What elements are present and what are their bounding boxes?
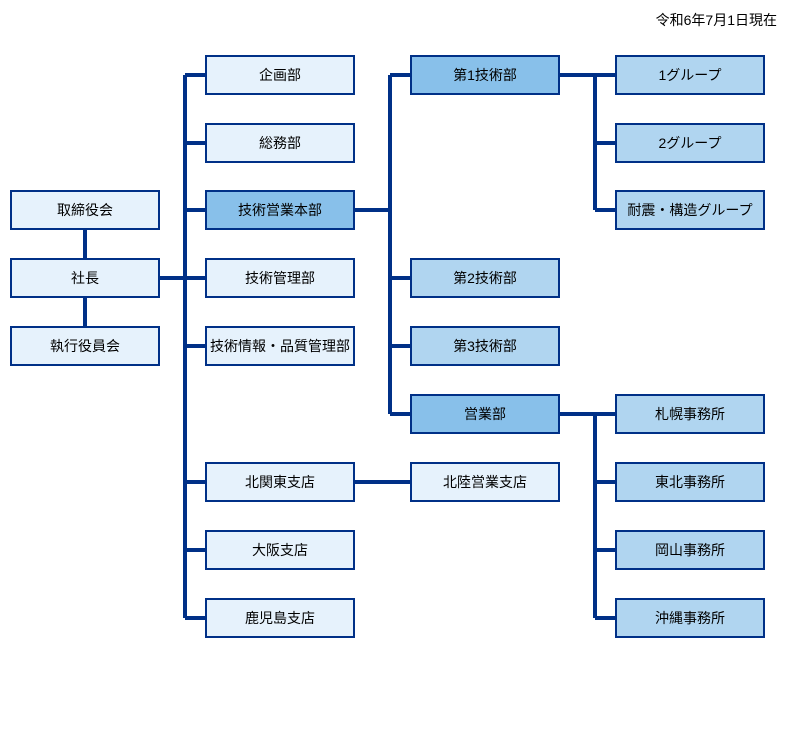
org-node-board: 取締役会: [10, 190, 160, 230]
org-node-exec: 執行役員会: [10, 326, 160, 366]
org-node-kagoshima: 鹿児島支店: [205, 598, 355, 638]
org-node-okinawa: 沖縄事務所: [615, 598, 765, 638]
org-node-soumu: 総務部: [205, 123, 355, 163]
org-node-group1: 1グループ: [615, 55, 765, 95]
org-node-president: 社長: [10, 258, 160, 298]
org-node-techinfo: 技術情報・品質管理部: [205, 326, 355, 366]
org-node-osaka: 大阪支店: [205, 530, 355, 570]
org-node-group3: 耐震・構造グループ: [615, 190, 765, 230]
org-node-techsales: 技術営業本部: [205, 190, 355, 230]
org-node-tech3: 第3技術部: [410, 326, 560, 366]
date-label: 令和6年7月1日現在: [656, 10, 777, 30]
org-node-group2: 2グループ: [615, 123, 765, 163]
org-node-tech1: 第1技術部: [410, 55, 560, 95]
org-node-hokuriku: 北陸営業支店: [410, 462, 560, 502]
org-node-sapporo: 札幌事務所: [615, 394, 765, 434]
org-node-tech2: 第2技術部: [410, 258, 560, 298]
org-node-tohoku: 東北事務所: [615, 462, 765, 502]
org-node-eigyo: 営業部: [410, 394, 560, 434]
org-node-planning: 企画部: [205, 55, 355, 95]
org-node-okayama: 岡山事務所: [615, 530, 765, 570]
org-node-techmgmt: 技術管理部: [205, 258, 355, 298]
org-node-kitakanto: 北関東支店: [205, 462, 355, 502]
